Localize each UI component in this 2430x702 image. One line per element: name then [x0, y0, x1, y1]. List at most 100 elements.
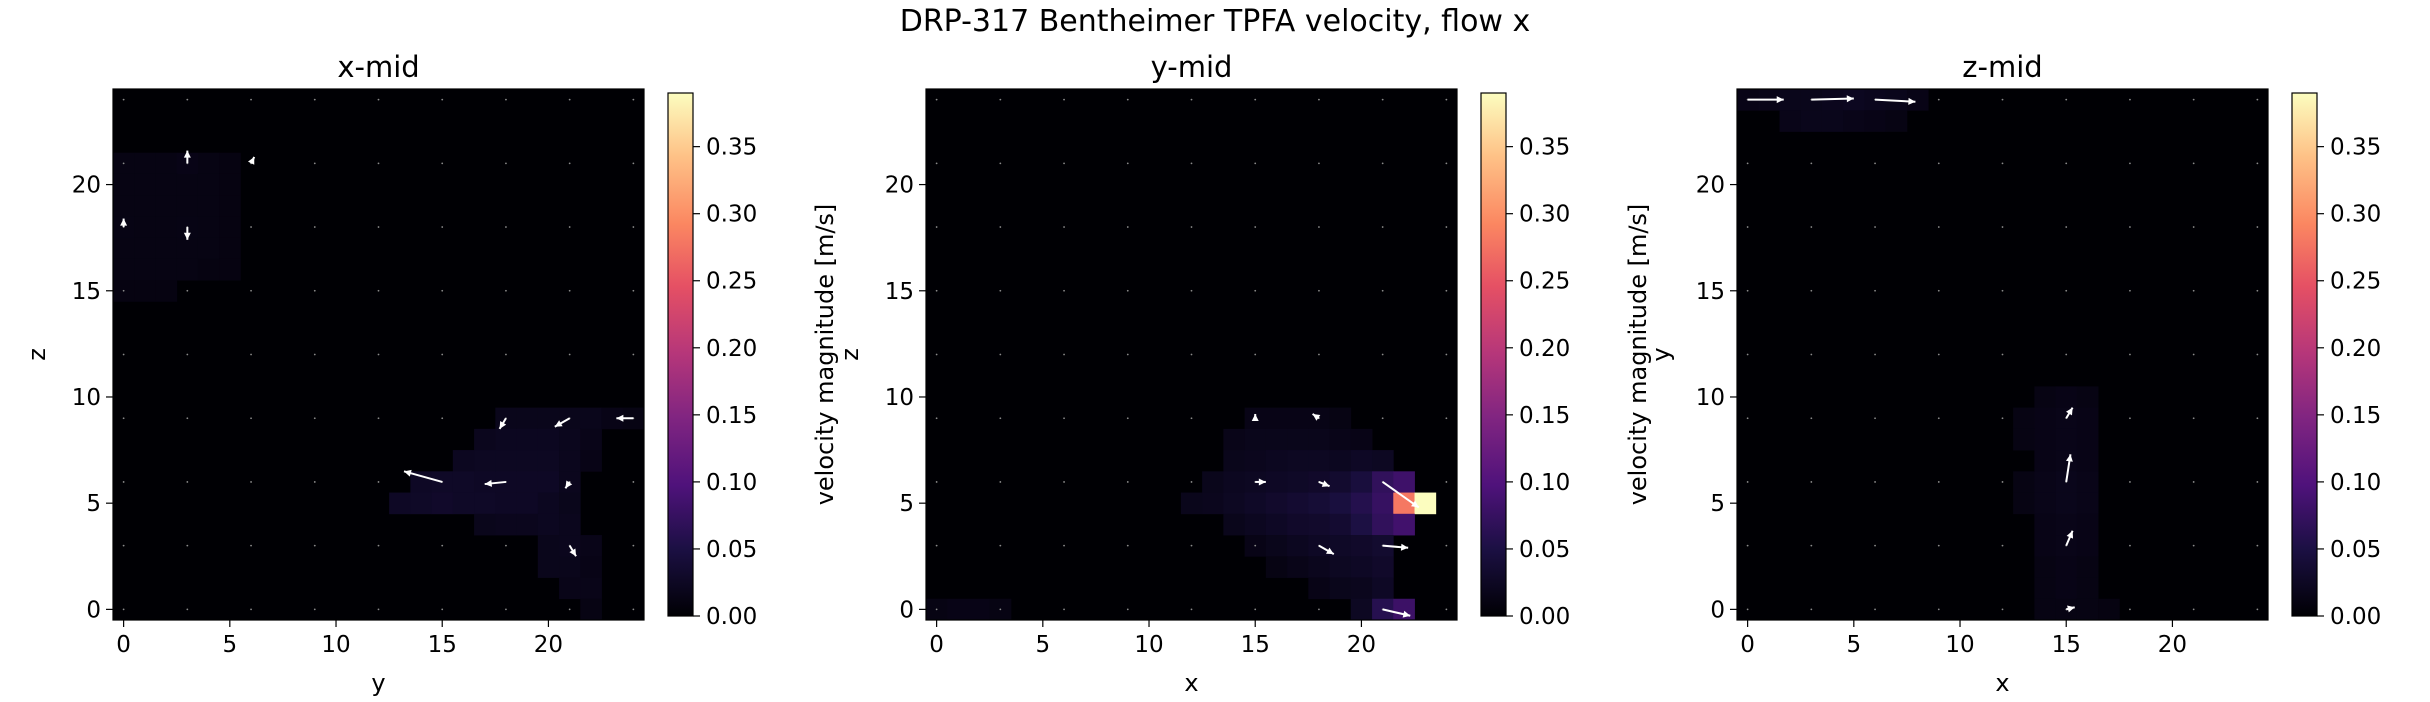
quiver-dot	[632, 544, 635, 547]
quiver-dot	[1318, 98, 1320, 101]
heatmap-cell	[2013, 492, 2035, 515]
quiver-dot	[935, 98, 938, 101]
x-tick-label: 20	[2158, 632, 2187, 658]
heatmap-cell	[601, 407, 624, 430]
heatmap-cell	[1329, 556, 1352, 578]
heatmap-cell	[559, 577, 581, 600]
quiver-dot	[999, 544, 1002, 547]
x-tick-label: 5	[222, 632, 237, 658]
heatmap-cell	[197, 173, 220, 196]
colorbar-tick-label: 0.30	[1519, 202, 1570, 228]
y-tick-label: 10	[72, 385, 101, 411]
quiver-arrow	[484, 479, 507, 487]
colorbar-tick-label: 0.35	[1519, 135, 1570, 161]
y-axis-label: z	[23, 348, 51, 361]
quiver-dot	[1810, 226, 1813, 228]
quiver-dot	[505, 289, 507, 292]
colorbar	[667, 92, 694, 617]
quiver-dot	[2129, 162, 2131, 165]
heatmap-cell	[176, 195, 199, 217]
quiver-dot	[2256, 162, 2259, 165]
quiver-dot	[2192, 162, 2195, 165]
heatmap-cell	[1821, 110, 1844, 132]
quiver-dot	[2129, 417, 2131, 420]
heatmap-cell	[2034, 598, 2056, 621]
colorbar-tick-label: 0.25	[1519, 269, 1570, 295]
quiver-dot	[313, 289, 316, 292]
quiver-dot	[1746, 544, 1749, 547]
heatmap-cell	[2034, 450, 2056, 472]
heatmap-cell	[1223, 513, 1245, 536]
heatmap-cell	[2055, 492, 2078, 515]
quiver-dot	[2192, 608, 2195, 611]
heatmap-cell	[219, 173, 241, 196]
heatmap-cell	[516, 513, 539, 536]
quiver-dot	[377, 481, 380, 483]
quiver-dot	[2001, 226, 2004, 228]
quiver-dot	[1746, 417, 1749, 420]
y-tick-label: 20	[1696, 173, 1725, 199]
heatmap-cell	[1308, 556, 1330, 578]
quiver-dot	[1063, 481, 1065, 483]
quiver-dot	[377, 544, 380, 547]
quiver-dot	[250, 417, 252, 420]
quiver-dot	[568, 353, 571, 356]
quiver-dot	[1381, 98, 1384, 101]
heatmap-cell	[559, 513, 581, 536]
quiver-dot	[250, 608, 252, 611]
quiver-dot	[1063, 417, 1065, 420]
quiver-dot	[122, 162, 125, 165]
heatmap-cell	[113, 195, 135, 217]
heatmap-cell	[1414, 492, 1437, 515]
heatmap-cell	[559, 450, 581, 472]
heatmap-cell	[2034, 513, 2056, 536]
colorbar-tick-label: 0.00	[1519, 604, 1570, 630]
heatmap-cell	[1350, 450, 1373, 472]
quiver-dot	[2192, 289, 2195, 292]
quiver-dot	[1445, 481, 1448, 483]
heatmap-cell	[1329, 471, 1352, 493]
quiver-arrow	[1312, 413, 1321, 421]
quiver-dot	[632, 98, 635, 101]
quiver-dot	[1190, 162, 1193, 165]
axes-frame	[925, 88, 1458, 621]
colorbar-tick-label: 0.10	[2330, 470, 2381, 496]
heatmap-cell	[176, 173, 199, 196]
quiver-arrow-head	[616, 414, 624, 422]
quiver-arrow-head	[499, 421, 507, 429]
panel-y-mid: 0 5 10 15 20 0 5 10 15 20 y-mid x z 0.00 0.05 0.10 0.15 0…	[836, 50, 1652, 697]
heatmap-cell	[2034, 407, 2056, 430]
heatmap-cell	[537, 471, 560, 493]
quiver-dot	[313, 608, 316, 611]
heatmap-cell	[2055, 450, 2078, 472]
figure-title: DRP-317 Bentheimer TPFA velocity, flow x	[899, 4, 1531, 39]
quiver-dot	[1254, 98, 1257, 101]
heatmap-cell	[113, 258, 135, 281]
quiver-dot	[1937, 481, 1940, 483]
heatmap-cell	[2034, 492, 2056, 515]
heatmap-cell	[1372, 513, 1394, 536]
quiver-arrow-head	[183, 232, 191, 240]
quiver-dot	[1381, 417, 1384, 420]
heatmap-cell	[1265, 450, 1288, 472]
heatmap-cell	[1779, 89, 1802, 111]
colorbar-tick-label: 0.05	[1519, 537, 1570, 563]
heatmap-cell	[1329, 535, 1352, 557]
heatmap-cell	[1308, 428, 1330, 451]
quiver-dot	[1254, 162, 1257, 165]
quiver-dot	[122, 417, 125, 420]
quiver-dot	[2129, 481, 2131, 483]
quiver-dot	[1874, 226, 1876, 228]
quiver-dot	[313, 98, 316, 101]
quiver-arrow	[568, 545, 577, 557]
quiver-dot	[250, 98, 252, 101]
heatmap-cell	[580, 598, 602, 621]
heatmap-cell	[134, 195, 156, 217]
heatmap-cell	[2055, 556, 2078, 578]
heatmap-cell	[2076, 428, 2099, 451]
heatmap-cell	[1244, 513, 1267, 536]
quiver-dot	[441, 417, 444, 420]
heatmap-cell	[559, 428, 581, 451]
heatmap-cell	[2098, 598, 2120, 621]
heatmap-cell	[1287, 513, 1309, 536]
